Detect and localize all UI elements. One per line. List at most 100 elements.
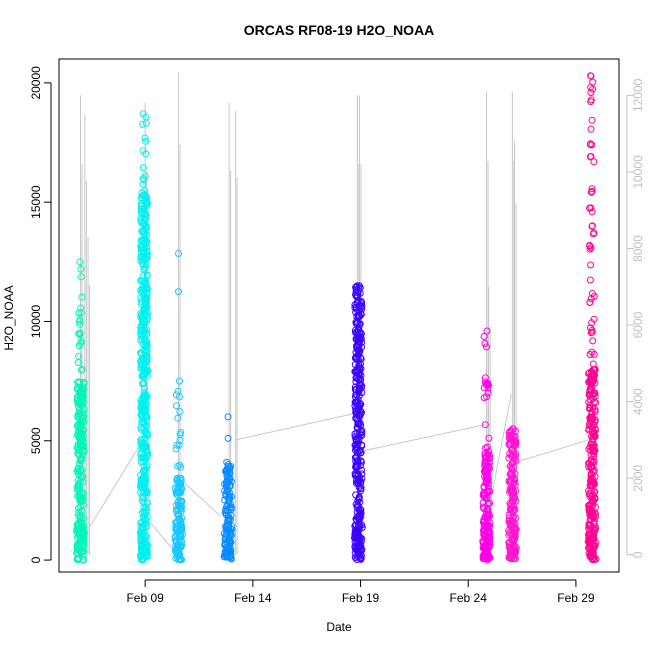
data-point xyxy=(355,375,362,383)
data-point xyxy=(76,378,84,386)
data-point xyxy=(358,546,365,554)
data-point xyxy=(142,260,150,268)
data-point xyxy=(177,533,185,541)
data-points-layer xyxy=(73,72,600,564)
data-point xyxy=(77,309,85,317)
data-point xyxy=(355,371,362,378)
data-point xyxy=(585,532,593,540)
data-point xyxy=(486,538,494,546)
data-point xyxy=(74,359,82,367)
data-point xyxy=(174,462,182,470)
data-point xyxy=(590,553,598,561)
data-point xyxy=(139,110,147,118)
data-point xyxy=(143,338,151,346)
data-point xyxy=(351,433,359,441)
data-point xyxy=(587,125,595,133)
data-point xyxy=(479,537,487,545)
data-point xyxy=(140,504,148,512)
data-point xyxy=(73,549,81,557)
data-point xyxy=(80,538,87,546)
y-right-tick-label: 8000 xyxy=(631,235,645,262)
data-point xyxy=(484,475,492,483)
data-point xyxy=(507,470,515,478)
data-point xyxy=(79,401,87,409)
data-point xyxy=(137,214,145,222)
data-point xyxy=(75,511,83,519)
data-point xyxy=(138,244,146,252)
secondary-connector xyxy=(487,393,512,517)
data-point xyxy=(353,457,361,465)
data-point xyxy=(587,418,594,425)
data-point xyxy=(354,299,362,307)
data-point xyxy=(172,488,180,496)
data-point xyxy=(587,72,595,80)
data-point xyxy=(78,526,86,534)
data-point xyxy=(351,522,359,530)
data-point xyxy=(352,291,359,299)
data-point xyxy=(76,459,84,467)
data-point xyxy=(590,158,598,166)
data-point xyxy=(171,484,179,492)
data-point xyxy=(172,542,180,550)
data-point xyxy=(142,357,149,365)
data-point xyxy=(137,471,145,479)
data-point xyxy=(142,367,150,375)
data-point xyxy=(486,554,494,562)
data-point xyxy=(586,242,594,250)
data-point xyxy=(505,539,513,547)
data-point xyxy=(591,432,599,440)
data-point xyxy=(79,534,87,542)
data-point xyxy=(352,532,360,540)
data-point xyxy=(137,294,145,302)
y-right-tick-label: 10000 xyxy=(631,155,645,189)
data-point xyxy=(351,441,359,449)
data-point xyxy=(357,421,365,429)
data-point xyxy=(481,462,489,470)
data-point xyxy=(591,473,599,481)
data-point xyxy=(587,89,595,96)
data-point xyxy=(143,548,151,556)
data-point xyxy=(355,546,363,554)
data-point xyxy=(80,501,87,509)
data-point xyxy=(224,434,232,442)
data-point xyxy=(177,505,185,513)
data-point xyxy=(589,435,597,443)
data-point xyxy=(77,339,85,347)
data-point xyxy=(356,509,364,517)
data-point xyxy=(589,85,597,93)
series-points xyxy=(584,72,600,564)
data-point xyxy=(142,440,149,448)
data-point xyxy=(227,511,235,519)
y-tick-label: 5000 xyxy=(29,427,43,454)
data-point xyxy=(485,458,493,466)
data-point xyxy=(586,404,594,412)
data-point xyxy=(224,494,232,502)
data-point xyxy=(139,373,147,381)
data-point xyxy=(74,521,82,528)
y-right-tick-label: 2000 xyxy=(631,465,645,492)
data-point xyxy=(355,349,363,357)
data-point xyxy=(590,432,598,440)
x-tick-label: Feb 09 xyxy=(126,591,164,605)
data-point xyxy=(79,537,86,545)
data-point xyxy=(590,229,598,237)
data-point xyxy=(588,425,596,433)
data-point xyxy=(142,391,149,399)
data-point xyxy=(484,384,492,392)
data-point xyxy=(352,405,360,413)
y-axis-right: 0 2000 4000 6000 8000 10000 12000 xyxy=(626,78,645,558)
data-point xyxy=(587,474,595,482)
data-point xyxy=(352,283,360,291)
data-point xyxy=(352,391,360,399)
data-point xyxy=(74,468,82,476)
data-point xyxy=(357,487,365,495)
data-point xyxy=(587,98,595,106)
data-point xyxy=(481,340,489,347)
data-point xyxy=(588,348,596,356)
data-point xyxy=(144,285,152,293)
data-point xyxy=(75,318,83,325)
data-point xyxy=(354,346,362,354)
data-point xyxy=(508,489,516,497)
data-point xyxy=(178,526,186,534)
data-point xyxy=(510,451,518,459)
